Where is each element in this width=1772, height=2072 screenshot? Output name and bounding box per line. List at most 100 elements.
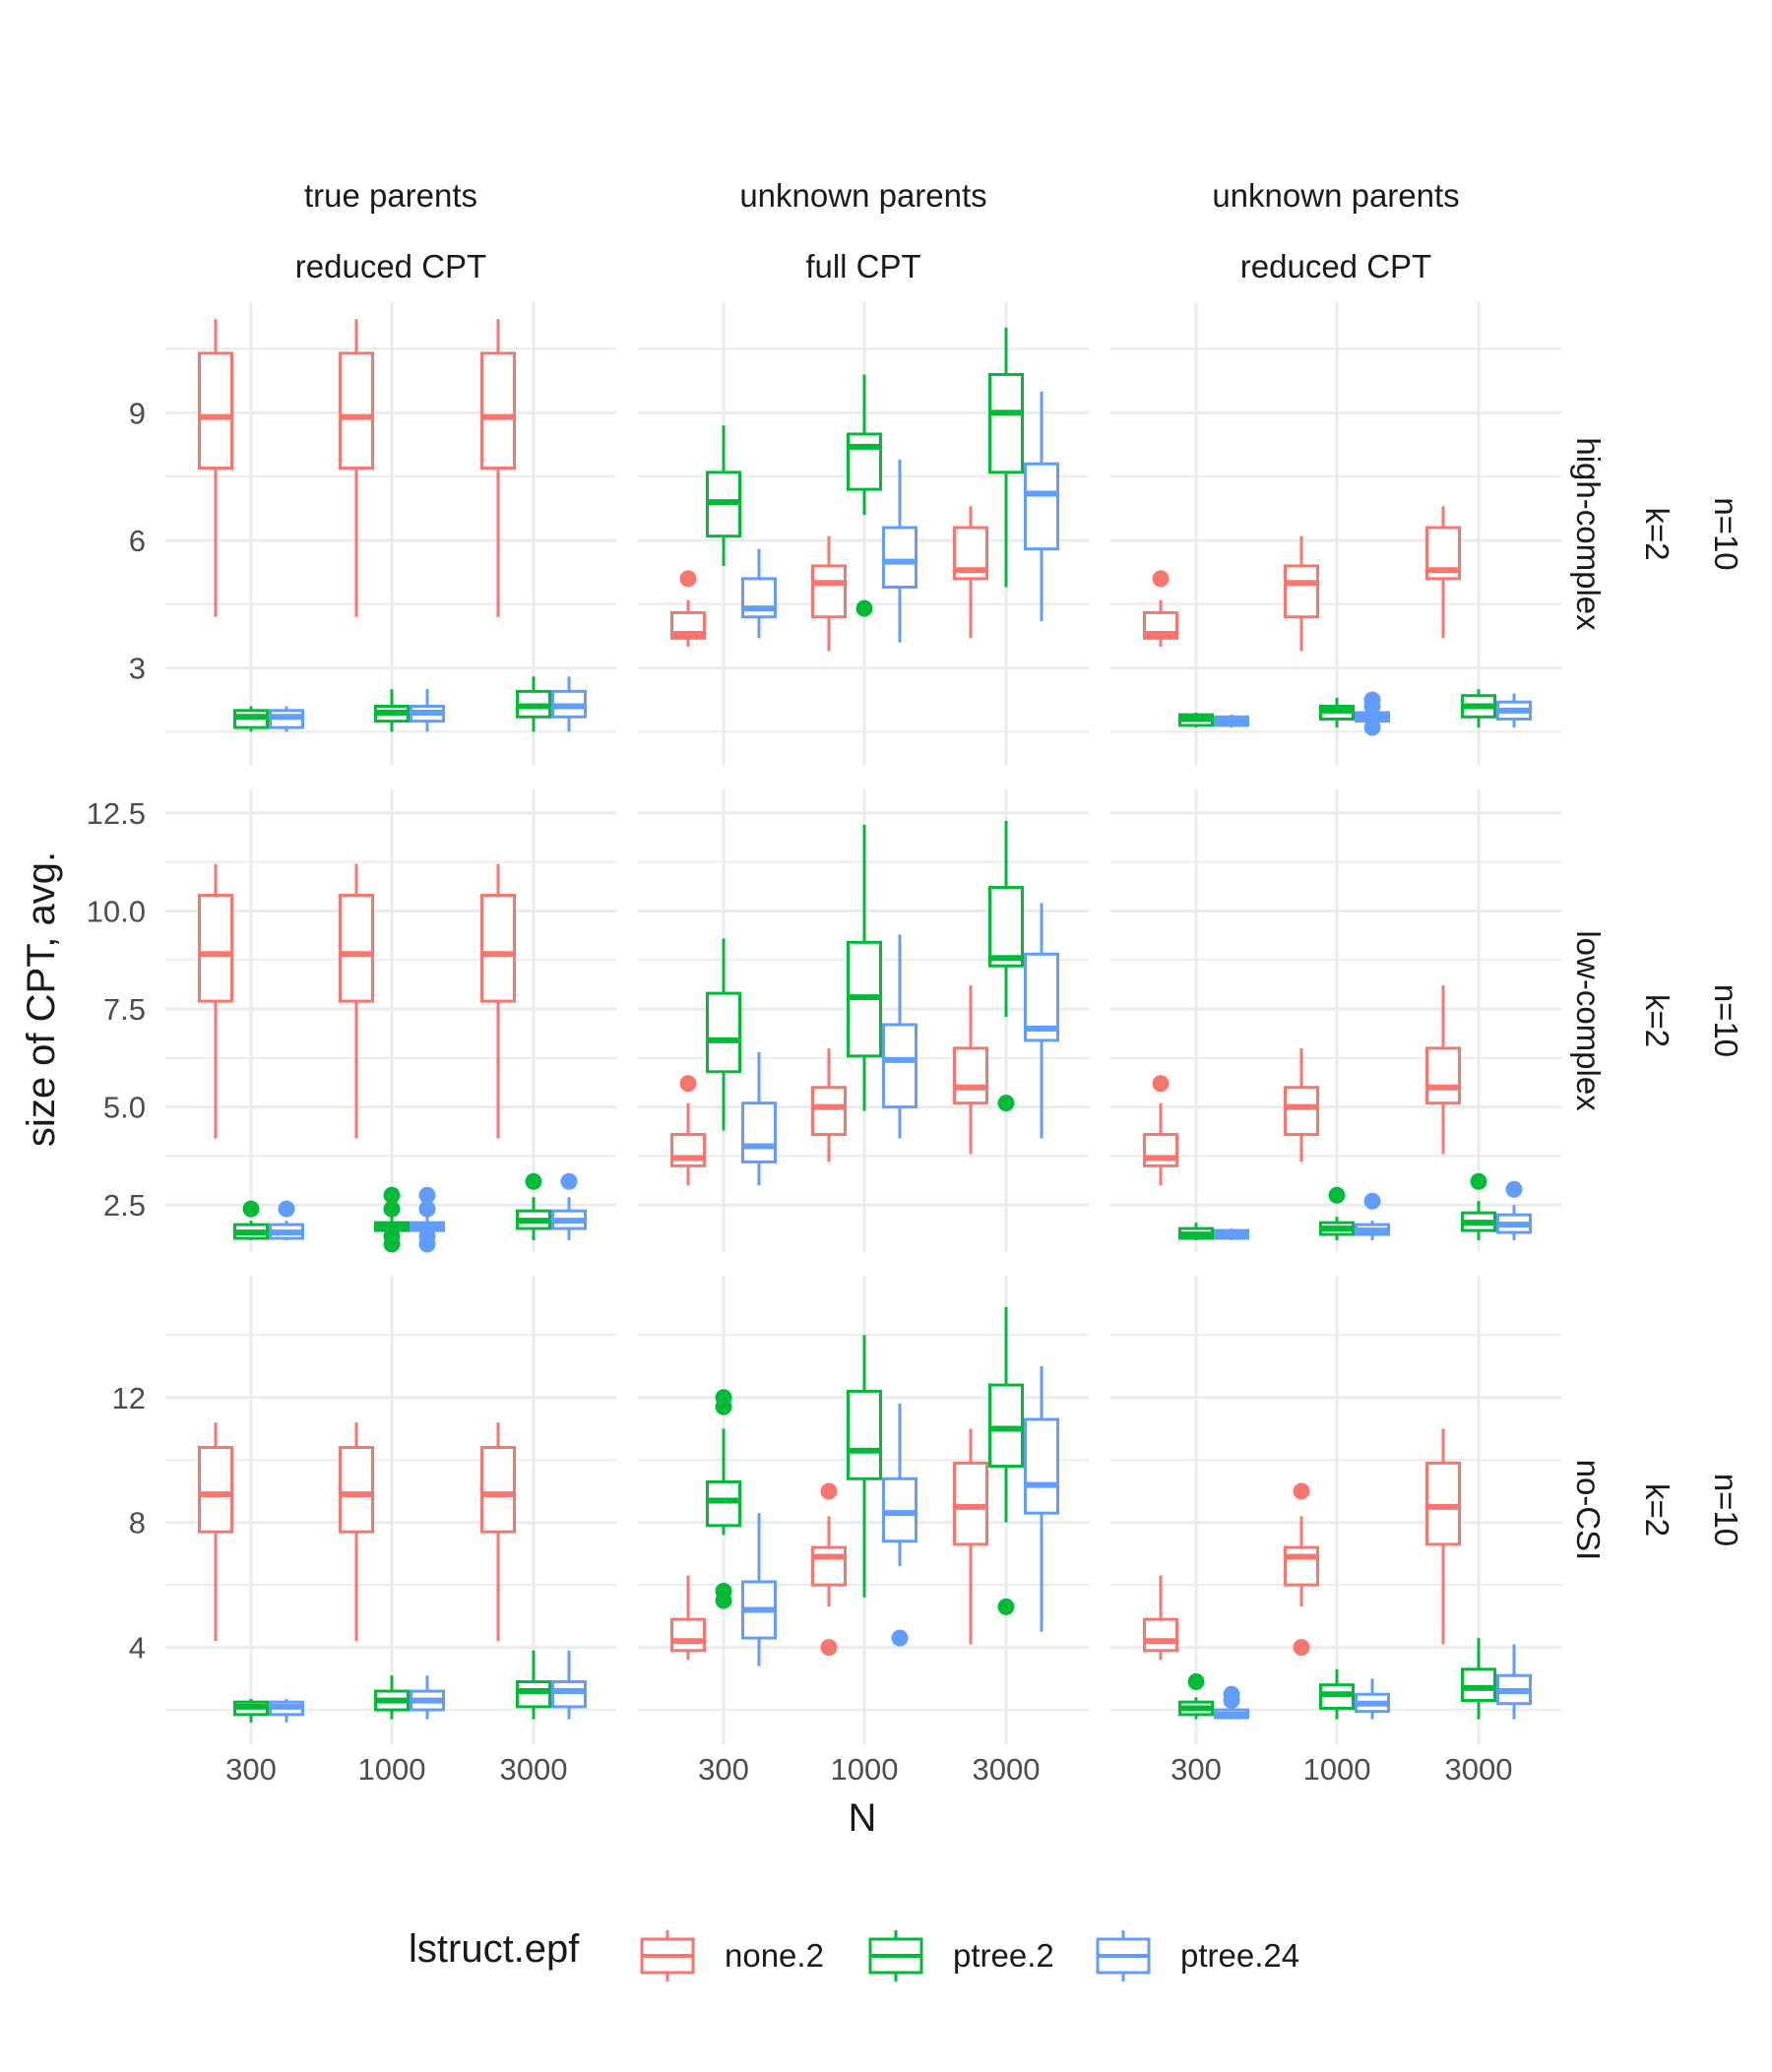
outlier-point (1223, 1685, 1240, 1703)
outlier-point (418, 1200, 436, 1218)
boxplot-none.2 (953, 985, 988, 1155)
boxplot-ptree.2 (706, 425, 741, 566)
y-tick-label: 4 (129, 1631, 146, 1665)
column-strip-line1: unknown parents (1212, 177, 1459, 214)
boxplot-ptree.24 (269, 1698, 304, 1723)
box-iqr (551, 1680, 587, 1709)
outlier-point (1363, 719, 1381, 736)
boxplot-ptree.24 (551, 676, 587, 732)
box-iqr (198, 894, 233, 1003)
box-iqr (339, 894, 374, 1003)
box-iqr (988, 886, 1024, 968)
boxplot-ptree.2 (1319, 697, 1355, 728)
x-tick-label: 300 (1171, 1752, 1222, 1787)
y-tick-label: 5.0 (103, 1091, 146, 1125)
boxplot-ptree.24 (741, 1513, 777, 1666)
outlier-point (1328, 1186, 1346, 1204)
outlier-point (383, 1186, 401, 1204)
boxplot-ptree.24 (882, 1404, 918, 1647)
boxplot-ptree.2 (1319, 1186, 1355, 1241)
box-iqr (988, 372, 1024, 474)
row-strip-label2: k=2 (1639, 994, 1676, 1047)
boxplot-ptree.24 (1496, 1644, 1532, 1720)
boxplot-ptree.24 (410, 1186, 445, 1253)
legend-key-ptree.2 (868, 1930, 923, 1981)
boxplot-ptree.24 (410, 689, 445, 732)
box-iqr (847, 432, 882, 491)
boxplot-none.2 (198, 319, 233, 617)
boxplot-none.2 (1143, 570, 1178, 648)
outlier-point (715, 1389, 732, 1407)
outlier-point (1363, 691, 1381, 709)
boxplot-ptree.24 (1024, 903, 1059, 1139)
outlier-point (891, 1629, 909, 1647)
y-tick-label: 6 (129, 524, 146, 558)
outlier-point (820, 1639, 838, 1657)
y-tick-label: 12.5 (87, 796, 146, 831)
boxplot-none.2 (198, 863, 233, 1139)
column-strip-line2: reduced CPT (295, 248, 486, 284)
boxplot-ptree.24 (551, 1650, 587, 1720)
boxplot-ptree.2 (988, 820, 1024, 1112)
boxplot-ptree.2 (233, 1200, 269, 1241)
box-iqr (1284, 1086, 1319, 1137)
box-iqr (1143, 1133, 1178, 1167)
boxplot-none.2 (811, 1047, 847, 1162)
boxplot-ptree.2 (516, 1650, 551, 1720)
x-tick-label: 300 (698, 1752, 749, 1787)
boxplot-none.2 (953, 506, 988, 639)
box-iqr (882, 1023, 918, 1109)
boxplot-ptree.24 (741, 1051, 777, 1186)
box-iqr (1425, 1461, 1461, 1546)
boxplot-none.2 (1284, 1482, 1319, 1657)
boxplot-none.2 (1425, 985, 1461, 1155)
boxplot-none.2 (1284, 1047, 1319, 1162)
boxplot-ptree.2 (374, 1186, 410, 1253)
outlier-point (383, 1227, 401, 1245)
boxplot-none.2 (670, 1575, 706, 1661)
box-iqr (882, 526, 918, 590)
box-iqr (339, 351, 374, 471)
boxplot-ptree.2 (847, 1335, 882, 1598)
outlier-point (525, 1172, 542, 1190)
boxplot-none.2 (670, 570, 706, 648)
legend: lstruct.epf none.2 ptree.2 ptree.24 (409, 1927, 1299, 1981)
box-iqr (1284, 1545, 1319, 1587)
outlier-point (1293, 1639, 1310, 1657)
boxplot-ptree.2 (516, 676, 551, 732)
box-iqr (988, 1383, 1024, 1469)
y-tick-label: 12 (112, 1381, 146, 1415)
boxplot-ptree.2 (374, 689, 410, 732)
row-strip-label2: k=2 (1639, 507, 1676, 560)
legend-key-ptree.24 (1096, 1930, 1151, 1981)
boxplot-ptree.2 (1461, 689, 1496, 728)
box-iqr (670, 1133, 706, 1167)
box-iqr (1284, 564, 1319, 619)
boxplot-ptree.2 (516, 1172, 551, 1241)
box-iqr (198, 351, 233, 471)
boxplot-none.2 (1143, 1075, 1178, 1186)
boxplot-none.2 (339, 1422, 374, 1642)
box-iqr (1024, 462, 1059, 551)
box-iqr (480, 351, 516, 471)
boxplot-none.2 (953, 1428, 988, 1645)
boxplot-ptree.24 (269, 1200, 304, 1241)
y-tick-label: 3 (129, 652, 146, 686)
boxplot-ptree.2 (1178, 1223, 1214, 1241)
boxplot-none.2 (339, 863, 374, 1139)
boxplot-ptree.2 (847, 374, 882, 617)
x-axis-title: N (849, 1796, 877, 1840)
x-tick-label: 300 (225, 1752, 277, 1787)
boxplot-ptree.24 (1214, 1228, 1249, 1241)
box-iqr (1461, 1667, 1496, 1703)
boxplot-ptree.24 (1496, 693, 1532, 728)
legend-label: ptree.24 (1180, 1937, 1299, 1974)
boxplot-ptree.2 (233, 706, 269, 732)
row-strip-label1: low-complex (1570, 930, 1607, 1111)
box-iqr (741, 1101, 777, 1163)
row-strip-label2: k=2 (1639, 1483, 1676, 1537)
box-iqr (1024, 1417, 1059, 1515)
legend-label: ptree.2 (953, 1937, 1054, 1974)
